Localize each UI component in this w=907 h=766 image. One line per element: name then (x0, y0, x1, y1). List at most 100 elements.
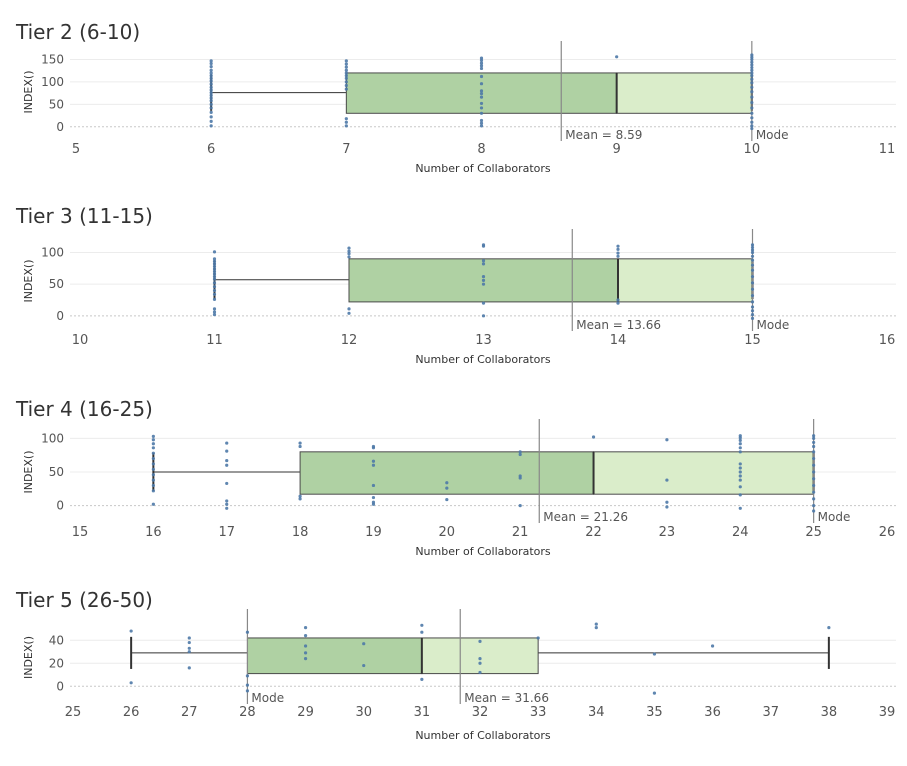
mode-label: Mode (757, 318, 790, 332)
data-point (151, 446, 155, 450)
data-point (371, 463, 376, 467)
x-tick-label: 15 (72, 525, 89, 540)
data-point (616, 251, 620, 255)
x-tick-label: 13 (475, 333, 492, 348)
data-point (478, 670, 482, 675)
data-point (209, 71, 213, 75)
x-tick-label: 21 (512, 525, 529, 540)
data-point (750, 71, 754, 75)
data-point (209, 96, 213, 100)
box-upper-half (421, 637, 539, 675)
data-point (750, 287, 755, 291)
data-point (479, 74, 484, 79)
x-tick-label: 11 (879, 142, 896, 157)
data-point (594, 622, 598, 626)
data-point (750, 126, 754, 131)
x-tick-label: 12 (341, 333, 358, 348)
data-point (209, 85, 213, 89)
data-point (479, 58, 484, 62)
data-point (481, 262, 486, 266)
mean-label: Mean = 31.66 (464, 691, 549, 705)
boxplot-chart: 0 50 100 INDEX() 10 11 12 13 14 15 16 Number of Col… (22, 229, 896, 366)
data-point (212, 307, 217, 311)
x-tick-label: 35 (646, 705, 663, 720)
y-tick-label: 50 (49, 97, 64, 111)
data-point (209, 59, 213, 63)
data-point (344, 74, 348, 78)
y-tick-label: 0 (56, 679, 64, 693)
data-point (750, 254, 755, 258)
data-point (209, 79, 213, 83)
data-point (347, 255, 351, 259)
data-point (212, 257, 217, 261)
data-point (750, 68, 754, 72)
data-point (479, 66, 484, 71)
tier-panel-4: Tier 4 (16-25) 0 50 100 INDEX() 15 16 17 18 19 20… (0, 397, 907, 569)
data-point (478, 657, 482, 661)
box-lower-half (246, 637, 423, 675)
data-point (225, 502, 229, 506)
data-point (344, 83, 348, 88)
data-point (750, 316, 755, 320)
data-point (750, 57, 754, 62)
data-point (750, 63, 754, 67)
data-point (209, 88, 213, 92)
data-point (738, 446, 742, 450)
data-point (750, 245, 755, 250)
data-point (750, 263, 755, 267)
data-point (212, 274, 217, 279)
data-point (212, 281, 217, 285)
data-point (209, 76, 213, 80)
data-point (738, 506, 742, 510)
x-tick-label: 17 (218, 525, 235, 540)
data-point (616, 254, 620, 258)
data-point (750, 250, 755, 255)
data-point (420, 623, 424, 627)
x-tick-label: 34 (588, 705, 605, 720)
data-point (209, 91, 213, 95)
data-point (812, 477, 816, 481)
chart-title: Tier 5 (26-50) (16, 588, 153, 612)
data-point (738, 478, 742, 482)
x-tick-label: 31 (414, 705, 431, 720)
data-point (303, 626, 308, 630)
y-tick-label: 100 (41, 75, 64, 89)
data-point (665, 438, 669, 442)
x-tick-label: 10 (72, 333, 89, 348)
data-point (445, 497, 449, 502)
data-point (738, 450, 742, 454)
data-point (479, 56, 484, 60)
x-tick-label: 14 (610, 333, 627, 348)
box-upper-half (616, 72, 753, 114)
data-point (225, 463, 229, 467)
data-point (362, 663, 366, 668)
data-point (738, 434, 742, 438)
data-point (212, 259, 217, 263)
data-point (212, 288, 217, 293)
data-point (479, 61, 484, 65)
data-point (738, 474, 742, 478)
data-point (738, 438, 742, 442)
data-point (209, 115, 213, 119)
data-point (479, 82, 484, 86)
data-point (344, 59, 348, 63)
data-point (479, 118, 484, 123)
data-point (665, 478, 669, 482)
data-point (344, 76, 348, 80)
data-point (347, 307, 351, 311)
x-tick-label: 32 (472, 705, 489, 720)
data-point (371, 500, 376, 504)
y-tick-label: 0 (56, 309, 64, 323)
data-point (750, 248, 755, 252)
chart-title: Tier 4 (16-25) (16, 397, 153, 421)
data-point (750, 55, 754, 59)
x-axis-label: Number of Collaborators (415, 353, 551, 366)
data-point (479, 95, 484, 99)
data-point (616, 298, 620, 302)
x-tick-label: 16 (879, 333, 896, 348)
data-point (750, 243, 755, 247)
data-point (151, 467, 155, 471)
data-point (225, 506, 229, 510)
x-tick-label: 19 (365, 525, 382, 540)
